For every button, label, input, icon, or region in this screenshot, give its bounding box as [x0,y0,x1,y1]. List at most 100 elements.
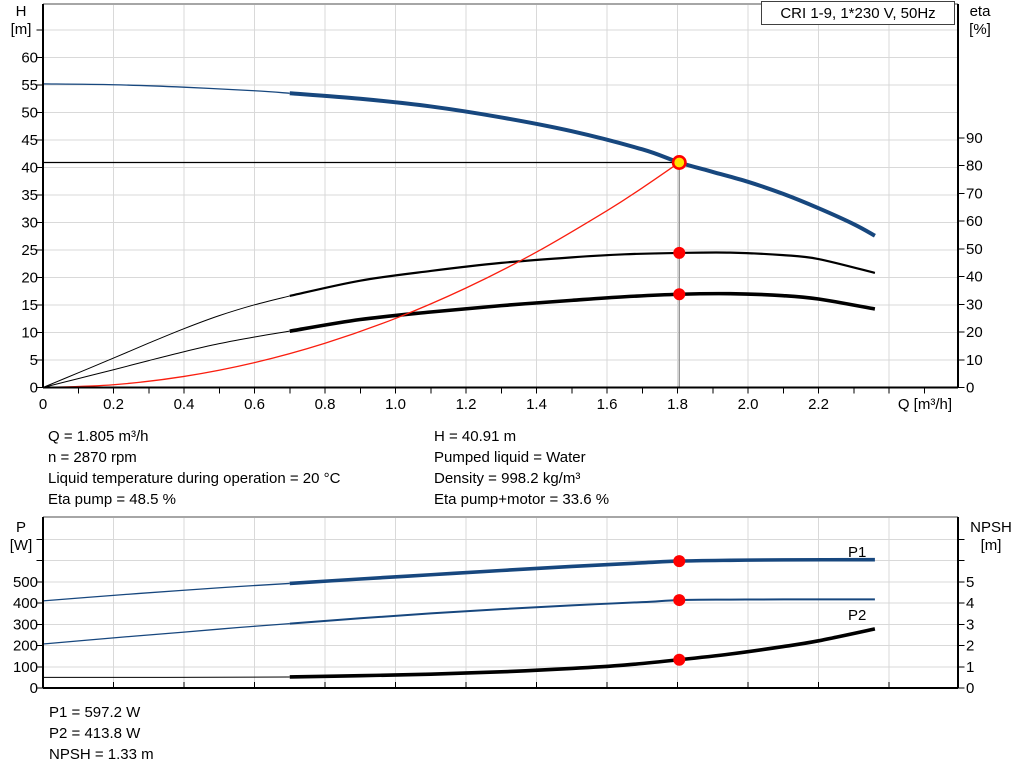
left-axis-tick-label: 35 [21,187,38,204]
duty-point-dot[interactable] [671,154,687,170]
eta-pump-motor-dot[interactable] [673,288,686,301]
annotation-eta-pump-motor: Eta pump+motor = 33.6 % [434,491,610,508]
x-axis-tick-label: 1.0 [385,396,406,413]
pump-title-box: CRI 1-9, 1*230 V, 50Hz [761,1,955,25]
eta-axis-title-unit: [%] [969,21,991,38]
series-system-curve [42,161,680,389]
x-axis-tick-label: 0.2 [103,396,124,413]
pump-head-curve-thick [289,91,876,238]
annotation-p2: P2 = 413.8 W [49,725,141,742]
q-axis-unit-label: Q [m³/h] [898,396,952,413]
head-and-efficiency-chart-grid [43,4,958,388]
series-eta-pump-motor-curve [42,291,876,388]
annotation-density: Density = 998.2 kg/m³ [434,470,581,487]
right-axis-tick-label: 50 [966,241,983,258]
left-axis-tick-label: 60 [21,50,38,67]
left-axis-tick-label: 0 [30,380,38,397]
head-and-efficiency-chart-ticks [36,29,965,394]
right-axis-tick-label: 0 [966,380,974,397]
power-and-npsh-chart: 500 400 300 200 100 0 5 4 3 2 1 0 [13,516,974,697]
right-axis-tick-label: 4 [966,595,974,612]
annotation-npsh: NPSH = 1.33 m [49,746,154,763]
x-axis-tick-label: 0.6 [244,396,265,413]
p1-curve-label: P1 [848,544,866,561]
h-axis-title-unit: [m] [10,21,32,38]
duty-point-details-right: H = 40.91 m Pumped liquid = Water Densit… [434,426,609,510]
x-axis-tick-label: 2.2 [808,396,829,413]
left-axis-tick-label: 5 [30,352,38,369]
eta-axis-title-symbol: eta [969,3,991,20]
duty-point-details-left: Q = 1.805 m³/h n = 2870 rpm Liquid tempe… [48,426,340,510]
right-axis-tick-label: 5 [966,574,974,591]
annotation-liquid-temperature: Liquid temperature during operation = 20… [48,470,341,487]
series-pump-head-curve [42,83,876,238]
pump-head-curve-thin [42,83,290,94]
p-axis-title-unit: [W] [9,537,33,554]
right-axis-tick-label: 1 [966,659,974,676]
system-curve-thin [42,161,680,389]
left-axis-tick-label: 40 [21,160,38,177]
x-axis-tick-label: 0 [39,396,47,413]
annotation-p1: P1 = 597.2 W [49,704,141,721]
pump-title-text: CRI 1-9, 1*230 V, 50Hz [780,4,936,22]
npsh-curve-thick [289,627,876,679]
npsh-axis-title-symbol: NPSH [970,519,1012,536]
p-axis-title-symbol: P [15,519,26,536]
series-p2-curve [42,598,875,645]
p2-curve-thick [289,598,875,625]
p1-curve-thin [42,582,290,602]
right-axis-tick-label: 90 [966,130,983,147]
x-axis-tick-label: 0.4 [174,396,195,413]
x-axis-tick-label: 2.0 [738,396,759,413]
power-and-npsh-chart-grid [43,517,958,688]
npsh-axis-title-unit: [m] [980,537,1002,554]
left-axis-tick-label: 10 [21,325,38,342]
series-eta-pump-curve [42,251,876,388]
left-axis-tick-label: 0 [30,680,38,697]
h-axis-title-symbol: H [15,3,27,20]
right-axis-tick-label: 30 [966,296,983,313]
right-axis-tick-label: 40 [966,269,983,286]
x-axis-tick-label: 1.8 [667,396,688,413]
head-and-efficiency-chart-axis-labels: 6055504540353025201510509080706050403020… [21,50,982,414]
eta-pump-dot[interactable] [673,246,686,259]
eta-pump-curve-thick [289,251,876,298]
left-axis-tick-label: 200 [13,638,38,655]
annotation-pumped-liquid: Pumped liquid = Water [434,449,586,466]
left-axis-tick-label: 15 [21,297,38,314]
left-axis-tick-label: 50 [21,105,38,122]
head-and-efficiency-chart: 6055504540353025201510509080706050403020… [21,3,983,414]
annotation-h: H = 40.91 m [434,428,517,445]
annotation-q: Q = 1.805 m³/h [48,428,149,445]
right-axis-tick-label: 0 [966,680,974,697]
right-axis-tick-label: 60 [966,213,983,230]
npsh-dot[interactable] [673,653,686,666]
left-axis-tick-label: 100 [13,659,38,676]
npsh-axis-title: NPSH [m] [963,519,1019,555]
left-axis-tick-label: 20 [21,270,38,287]
generated-chart-graphics: 6055504540353025201510509080706050403020… [13,3,983,697]
right-axis-tick-label: 2 [966,638,974,655]
left-axis-tick-label: 25 [21,242,38,259]
right-axis-tick-label: 10 [966,352,983,369]
x-axis-tick-label: 0.8 [315,396,336,413]
p-axis-title: P [W] [2,519,40,555]
power-and-npsh-chart-ticks [36,538,965,689]
left-axis-tick-label: 500 [13,574,38,591]
h-axis-title: H [m] [2,3,40,39]
eta-pump-motor-curve-thin [42,330,290,388]
x-axis-tick-label: 1.4 [526,396,547,413]
left-axis-tick-label: 45 [21,132,38,149]
p1-dot[interactable] [673,555,686,568]
p2-curve-thin [42,622,290,645]
series-npsh-curve [42,627,876,679]
p2-dot[interactable] [673,594,686,607]
left-axis-tick-label: 400 [13,595,38,612]
eta-axis-title: eta [%] [962,3,998,39]
p2-curve-label: P2 [848,607,866,624]
eta-pump-motor-curve-thick [289,291,876,333]
p1-curve-thick [289,557,875,586]
duty-point-details-bottom: P1 = 597.2 W P2 = 413.8 W NPSH = 1.33 m [49,702,154,765]
